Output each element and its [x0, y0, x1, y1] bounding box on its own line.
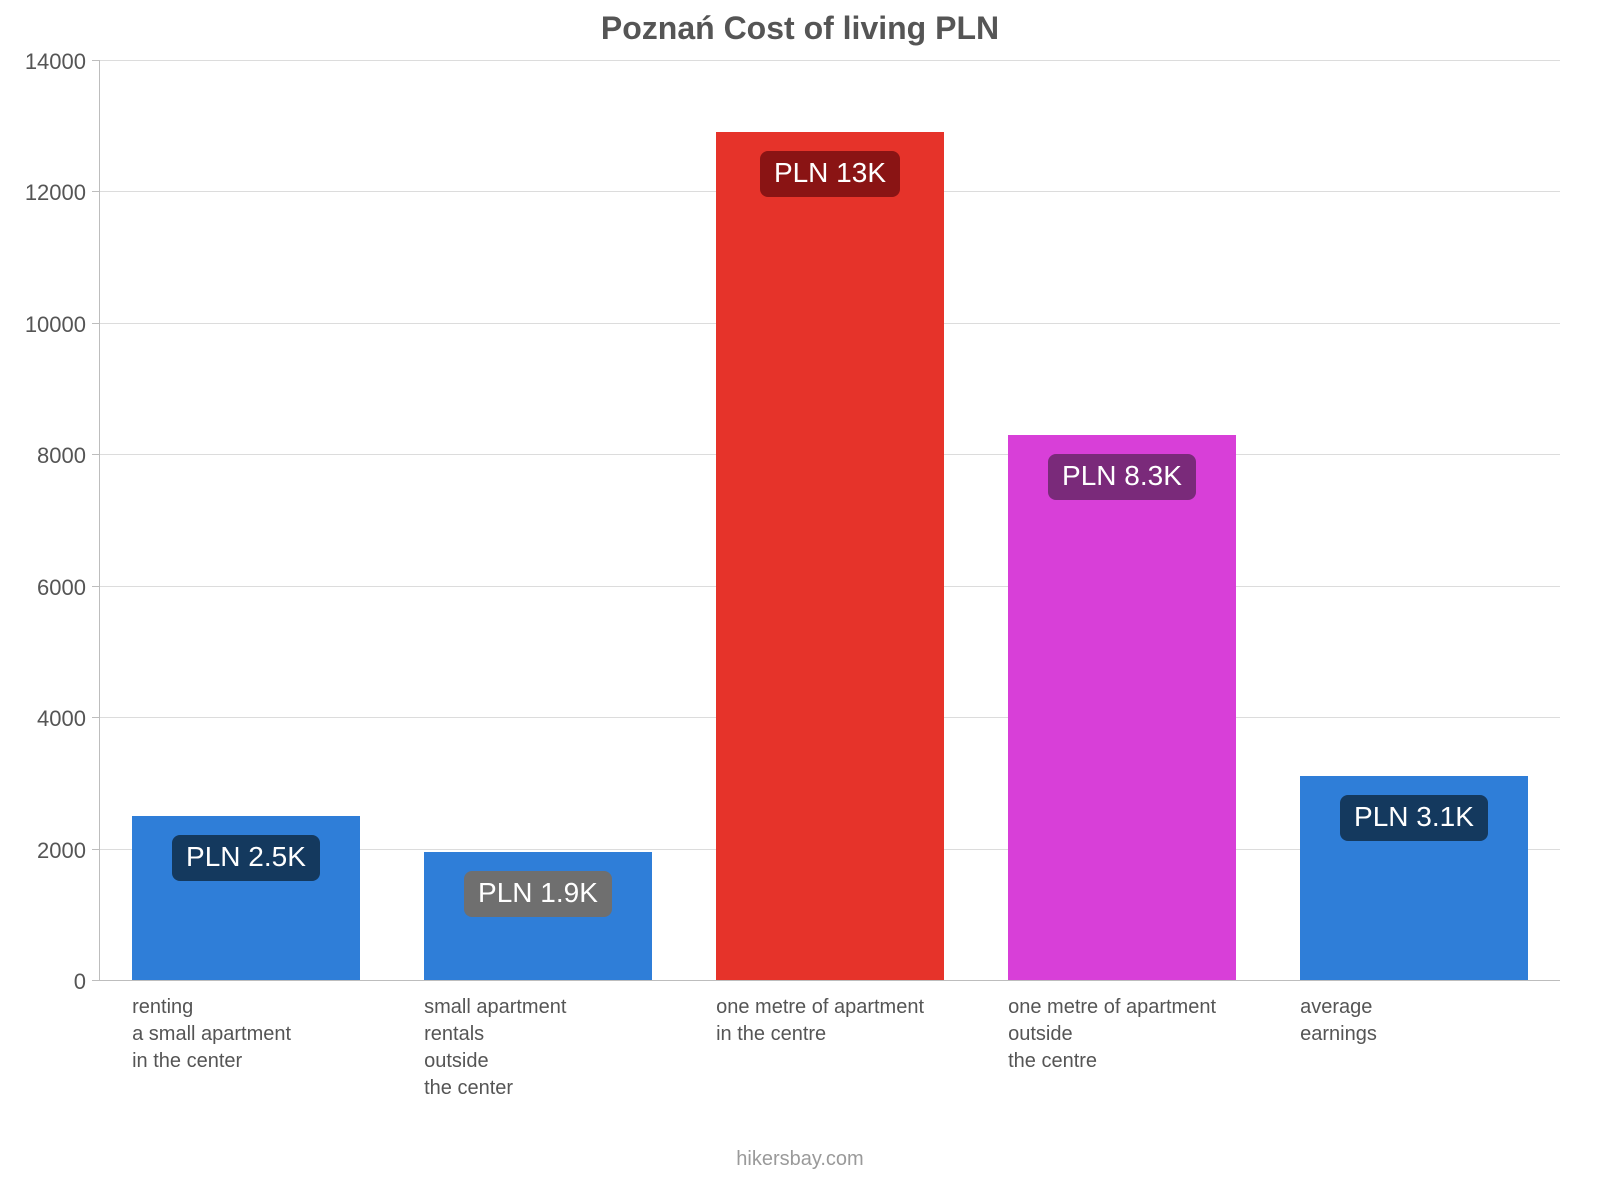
- y-tick-label: 6000: [37, 575, 86, 601]
- plot-area: 02000400060008000100001200014000PLN 2.5K…: [100, 60, 1560, 980]
- x-category-label: small apartment rentals outside the cent…: [424, 994, 566, 1102]
- gridline: [100, 60, 1560, 61]
- y-tick-label: 10000: [25, 312, 86, 338]
- y-tick-label: 0: [74, 969, 86, 995]
- x-category-label: one metre of apartment in the centre: [716, 994, 924, 1048]
- bar: [1300, 776, 1528, 980]
- y-tick-label: 2000: [37, 838, 86, 864]
- x-category-label: renting a small apartment in the center: [132, 994, 291, 1075]
- bar: [1008, 435, 1236, 980]
- x-category-label: average earnings: [1300, 994, 1377, 1048]
- attribution: hikersbay.com: [0, 1148, 1600, 1171]
- chart-title: Poznań Cost of living PLN: [0, 10, 1600, 47]
- y-tick-label: 14000: [25, 49, 86, 75]
- x-axis-line: [100, 980, 1560, 981]
- y-tick-label: 8000: [37, 443, 86, 469]
- bar: [132, 816, 360, 980]
- x-category-label: one metre of apartment outside the centr…: [1008, 994, 1216, 1075]
- y-axis-line: [99, 60, 100, 980]
- bar: [716, 132, 944, 980]
- bar: [424, 852, 652, 980]
- y-tick-label: 12000: [25, 180, 86, 206]
- y-tick-label: 4000: [37, 706, 86, 732]
- chart-container: Poznań Cost of living PLN 02000400060008…: [0, 0, 1600, 1200]
